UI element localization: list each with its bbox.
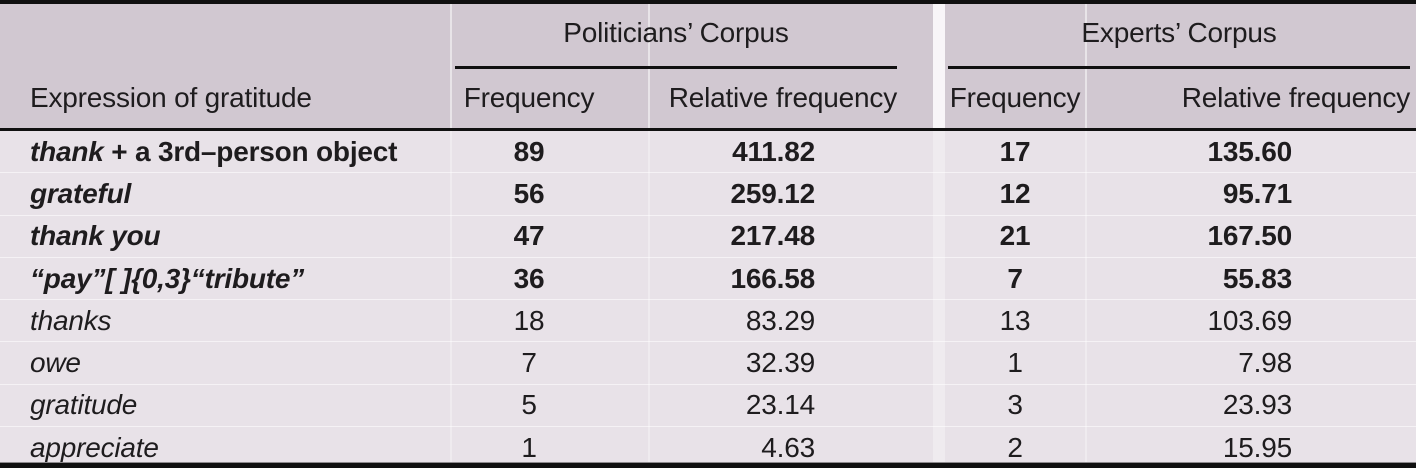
experts-relative-frequency-cell: 15.95 <box>1222 431 1292 463</box>
table-row: thanks 18 83.29 13 103.69 <box>0 299 1416 341</box>
politicians-relative-frequency-cell: 32.39 <box>745 347 815 379</box>
expression-segment: + a 3rd–person object <box>103 135 398 167</box>
politicians-frequency-cell: 89 <box>513 135 545 167</box>
corpus-group-gap <box>933 131 945 462</box>
table-bottom-rule <box>0 462 1416 468</box>
experts-frequency-cell: 7 <box>1007 262 1023 294</box>
expression-cell: gratitude <box>0 389 450 421</box>
expression-cell: “pay”[ ]{0,3}“tribute” <box>0 263 450 295</box>
expression-segment: thank you <box>30 220 161 252</box>
expression-segment: thank <box>30 135 104 167</box>
politicians-frequency-cell: 5 <box>521 389 537 421</box>
table-top-rule <box>0 0 1416 4</box>
politicians-relative-frequency-cell: 166.58 <box>730 262 816 294</box>
expression-segment: “pay”[ ]{0,3}“tribute” <box>30 262 305 294</box>
experts-relative-frequency-header: Relative frequency <box>1181 82 1411 113</box>
table-row: thank + a 3rd–person object 89 411.82 17… <box>0 131 1416 172</box>
expression-cell: thank you <box>0 220 450 252</box>
experts-frequency-cell: 21 <box>999 220 1031 252</box>
expression-segment: thanks <box>30 304 112 336</box>
expression-segment: gratitude <box>30 389 138 421</box>
experts-frequency-cell: 13 <box>999 304 1031 336</box>
politicians-relative-frequency-cell: 217.48 <box>730 220 816 252</box>
expression-cell: thank + a 3rd–person object <box>0 136 450 168</box>
experts-relative-frequency-cell: 103.69 <box>1207 304 1293 336</box>
politicians-relative-frequency-cell: 83.29 <box>745 304 815 336</box>
experts-frequency-cell: 1 <box>1007 347 1023 379</box>
politicians-spanner-rule <box>455 66 897 69</box>
corpus-group-gap <box>933 4 945 128</box>
politicians-relative-frequency-cell: 23.14 <box>745 389 815 421</box>
experts-relative-frequency-cell: 55.83 <box>1222 262 1292 294</box>
table-header-band: Politicians’ Corpus Experts’ Corpus Expr… <box>0 4 1416 128</box>
experts-frequency-cell: 3 <box>1007 389 1023 421</box>
politicians-frequency-cell: 7 <box>521 347 537 379</box>
experts-spanner-rule <box>948 66 1410 69</box>
expression-segment: grateful <box>30 177 132 209</box>
experts-frequency-cell: 17 <box>999 135 1031 167</box>
column-separator <box>450 4 452 128</box>
experts-frequency-cell: 2 <box>1007 431 1023 463</box>
table-row: owe 7 32.39 1 7.98 <box>0 341 1416 383</box>
experts-relative-frequency-cell: 135.60 <box>1207 135 1293 167</box>
politicians-frequency-cell: 36 <box>513 262 545 294</box>
expression-cell: thanks <box>0 305 450 337</box>
expression-cell: owe <box>0 347 450 379</box>
politicians-relative-frequency-cell: 4.63 <box>761 431 815 463</box>
column-separator <box>450 131 452 462</box>
politicians-relative-frequency-header: Relative frequency <box>668 82 898 113</box>
table-row: gratitude 5 23.14 3 23.93 <box>0 383 1416 426</box>
politicians-corpus-spanner: Politicians’ Corpus <box>563 17 789 48</box>
table-row: thank you 47 217.48 21 167.50 <box>0 214 1416 257</box>
experts-relative-frequency-cell: 95.71 <box>1222 177 1292 209</box>
column-separator <box>1085 131 1087 462</box>
experts-relative-frequency-cell: 7.98 <box>1238 347 1292 379</box>
expression-segment: appreciate <box>30 431 159 463</box>
politicians-frequency-header: Frequency <box>463 82 595 113</box>
header-body-rule <box>0 128 1416 131</box>
column-separator <box>648 131 650 462</box>
table-row: grateful 56 259.12 12 95.71 <box>0 172 1416 214</box>
expression-segment: owe <box>30 347 81 379</box>
experts-frequency-header: Frequency <box>949 82 1081 113</box>
politicians-relative-frequency-cell: 259.12 <box>730 177 816 209</box>
experts-corpus-spanner: Experts’ Corpus <box>1081 17 1277 48</box>
experts-relative-frequency-cell: 23.93 <box>1222 389 1292 421</box>
expression-cell: appreciate <box>0 432 450 464</box>
expression-cell: grateful <box>0 178 450 210</box>
politicians-relative-frequency-cell: 411.82 <box>732 135 815 167</box>
experts-relative-frequency-cell: 167.50 <box>1207 220 1293 252</box>
politicians-frequency-cell: 56 <box>513 177 545 209</box>
politicians-frequency-cell: 47 <box>513 220 545 252</box>
table-rows: thank + a 3rd–person object 89 411.82 17… <box>0 131 1416 463</box>
politicians-frequency-cell: 18 <box>513 304 545 336</box>
politicians-frequency-cell: 1 <box>521 431 537 463</box>
column-header-row: Expression of gratitude Frequency Relati… <box>0 76 1416 120</box>
table-row: appreciate 1 4.63 2 15.95 <box>0 426 1416 468</box>
stub-header: Expression of gratitude <box>30 82 312 113</box>
table-body-band: thank + a 3rd–person object 89 411.82 17… <box>0 131 1416 463</box>
table-row: “pay”[ ]{0,3}“tribute” 36 166.58 7 55.83 <box>0 256 1416 299</box>
experts-frequency-cell: 12 <box>999 177 1031 209</box>
